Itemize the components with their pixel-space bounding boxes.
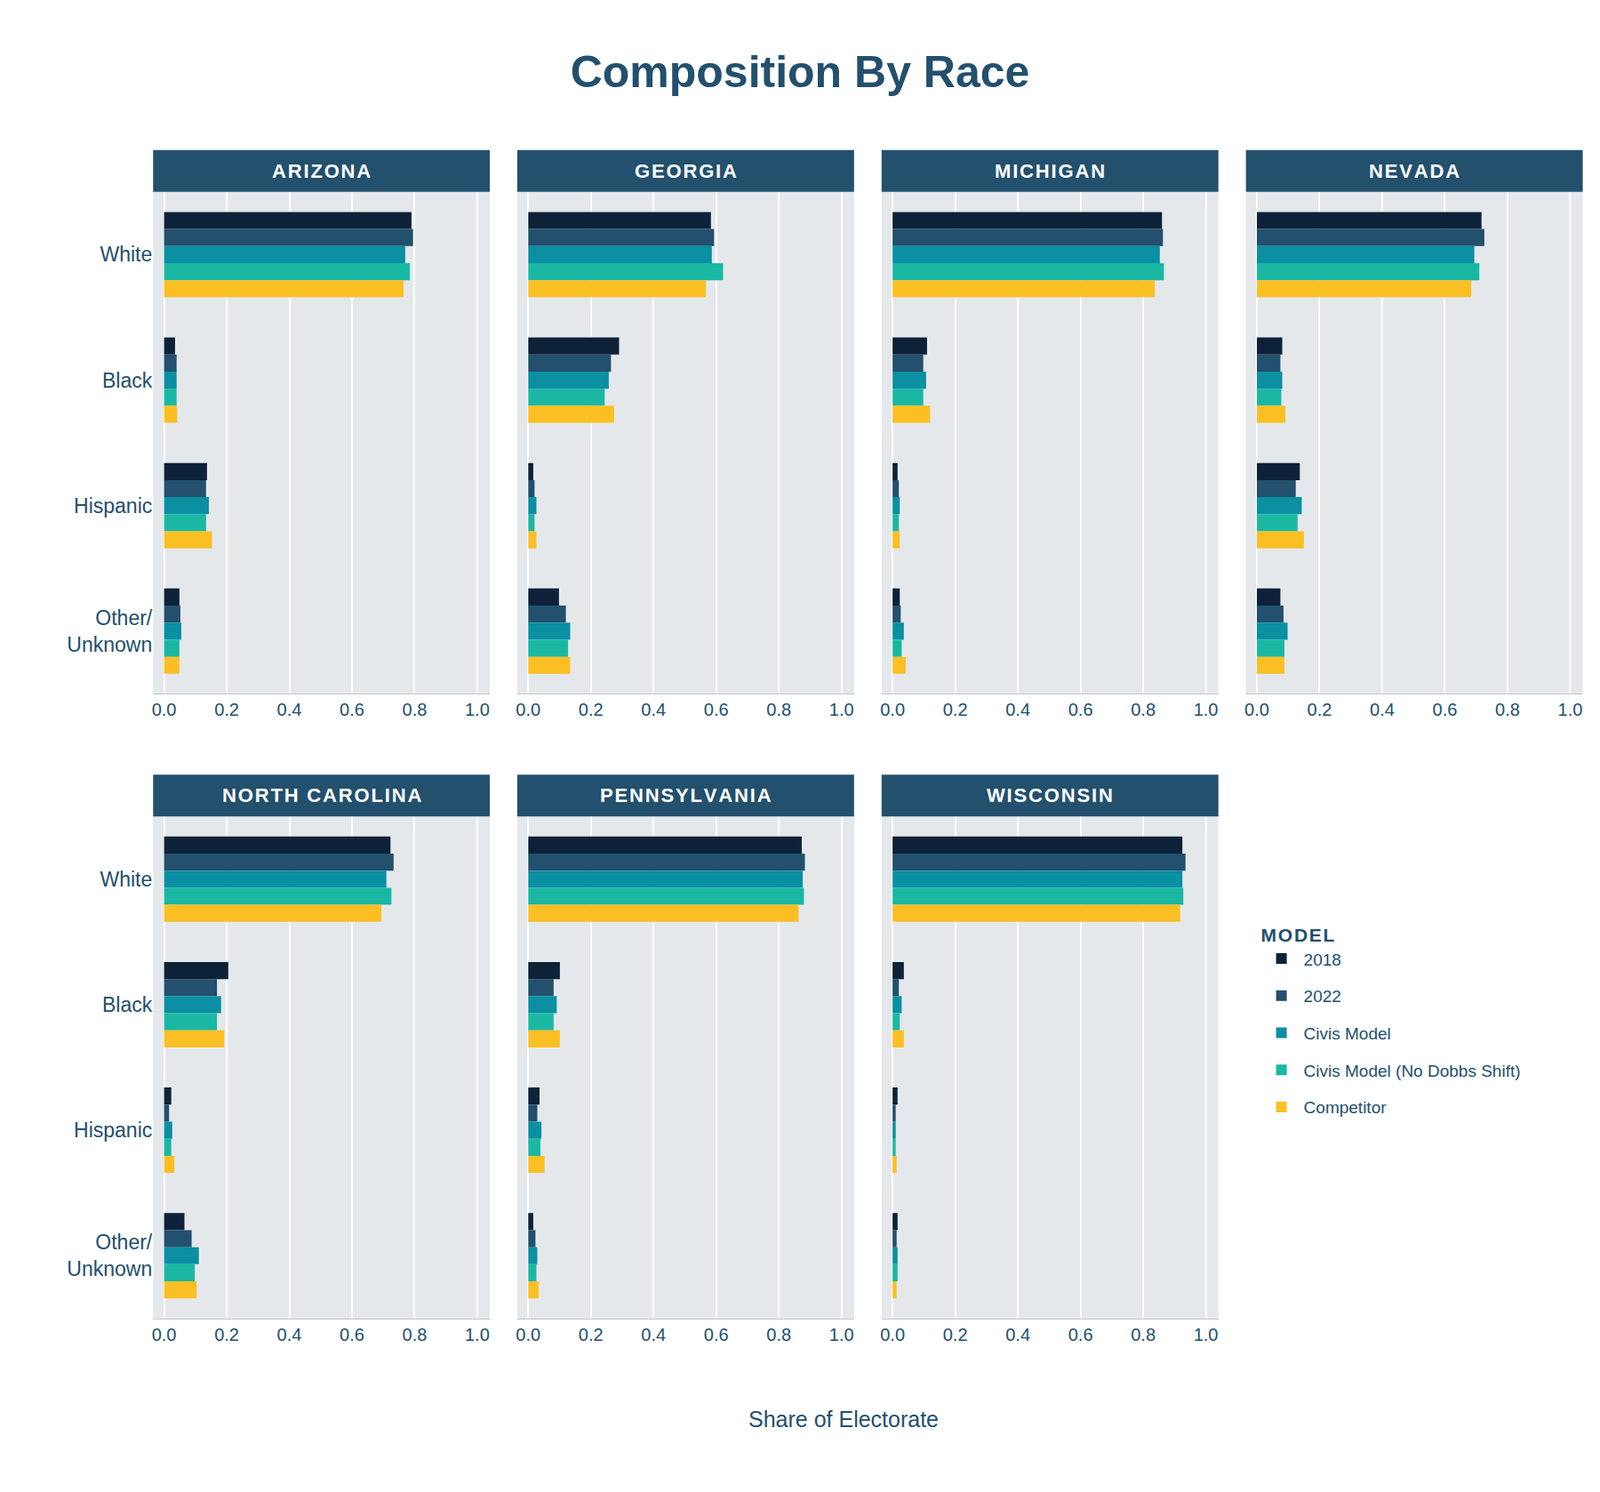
svg-text:Other/Unknown: Other/Unknown (66, 606, 152, 656)
svg-text:Civis Model (No Dobbs Shift): Civis Model (No Dobbs Shift) (1304, 1061, 1521, 1080)
svg-text:Competitor: Competitor (1304, 1097, 1388, 1117)
svg-text:0.8: 0.8 (402, 1324, 428, 1344)
svg-text:0.6: 0.6 (339, 699, 365, 720)
svg-text:0.2: 0.2 (578, 1324, 604, 1344)
svg-text:0.8: 0.8 (766, 1324, 792, 1344)
svg-text:A R I Z O N A: A R I Z O N A (272, 160, 371, 183)
svg-text:2022: 2022 (1304, 986, 1342, 1006)
svg-text:0.8: 0.8 (766, 699, 792, 720)
svg-text:Black: Black (102, 368, 153, 392)
svg-text:White: White (99, 867, 152, 891)
svg-text:1.0: 1.0 (464, 699, 490, 720)
svg-text:0.0: 0.0 (515, 699, 541, 720)
svg-text:Composition By Race: Composition By Race (570, 47, 1031, 97)
svg-text:0.8: 0.8 (402, 699, 428, 720)
svg-text:0.6: 0.6 (704, 699, 729, 720)
svg-text:0.4: 0.4 (640, 699, 666, 720)
svg-text:1.0: 1.0 (1558, 699, 1584, 720)
svg-text:0.4: 0.4 (1005, 1324, 1031, 1344)
svg-text:Black: Black (102, 992, 153, 1016)
svg-text:0.4: 0.4 (1369, 699, 1395, 720)
svg-text:0.4: 0.4 (640, 1324, 666, 1344)
svg-text:1.0: 1.0 (1193, 1324, 1219, 1344)
svg-text:0.0: 0.0 (880, 1324, 905, 1344)
svg-text:0.2: 0.2 (578, 699, 604, 720)
svg-text:0.6: 0.6 (339, 1324, 365, 1344)
svg-text:0.0: 0.0 (152, 1324, 177, 1344)
svg-text:1.0: 1.0 (829, 1324, 855, 1344)
svg-text:W I S C O N S I N: W I S C O N S I N (986, 784, 1113, 807)
svg-text:0.4: 0.4 (1005, 699, 1031, 720)
svg-text:0.4: 0.4 (277, 699, 303, 720)
svg-text:0.0: 0.0 (152, 699, 177, 720)
svg-text:G E O R G I A: G E O R G I A (634, 160, 737, 183)
svg-text:0.8: 0.8 (1130, 1324, 1156, 1344)
svg-text:0.2: 0.2 (943, 699, 968, 720)
svg-text:N O R T H C A R O L I N A: N O R T H C A R O L I N A (222, 784, 422, 807)
svg-text:Share of Electorate: Share of Electorate (748, 1406, 939, 1432)
svg-text:M O D E L: M O D E L (1261, 924, 1336, 945)
svg-text:P E N N S Y L V A N I A: P E N N S Y L V A N I A (600, 784, 772, 807)
svg-text:0.6: 0.6 (1432, 699, 1458, 720)
svg-text:0.6: 0.6 (704, 1324, 729, 1344)
svg-text:0.2: 0.2 (214, 699, 240, 720)
svg-text:0.0: 0.0 (1244, 699, 1270, 720)
svg-text:0.4: 0.4 (277, 1324, 303, 1344)
svg-text:0.2: 0.2 (214, 1324, 240, 1344)
svg-text:1.0: 1.0 (829, 699, 855, 720)
svg-text:0.2: 0.2 (1307, 699, 1333, 720)
svg-text:0.8: 0.8 (1130, 699, 1156, 720)
svg-text:White: White (99, 242, 152, 266)
svg-text:2018: 2018 (1304, 950, 1342, 969)
svg-text:Hispanic: Hispanic (73, 1118, 152, 1142)
svg-text:Civis Model: Civis Model (1304, 1024, 1392, 1043)
svg-text:M I C H I G A N: M I C H I G A N (994, 160, 1105, 183)
svg-text:Other/Unknown: Other/Unknown (66, 1230, 152, 1280)
svg-text:N E V A D A: N E V A D A (1368, 160, 1460, 183)
svg-text:0.6: 0.6 (1068, 699, 1094, 720)
svg-text:Hispanic: Hispanic (73, 494, 152, 518)
svg-text:0.6: 0.6 (1068, 1324, 1094, 1344)
svg-text:0.0: 0.0 (880, 699, 905, 720)
svg-text:1.0: 1.0 (1193, 699, 1219, 720)
svg-text:0.2: 0.2 (943, 1324, 968, 1344)
svg-text:0.8: 0.8 (1495, 699, 1520, 720)
svg-text:1.0: 1.0 (464, 1324, 490, 1344)
svg-text:0.0: 0.0 (515, 1324, 541, 1344)
